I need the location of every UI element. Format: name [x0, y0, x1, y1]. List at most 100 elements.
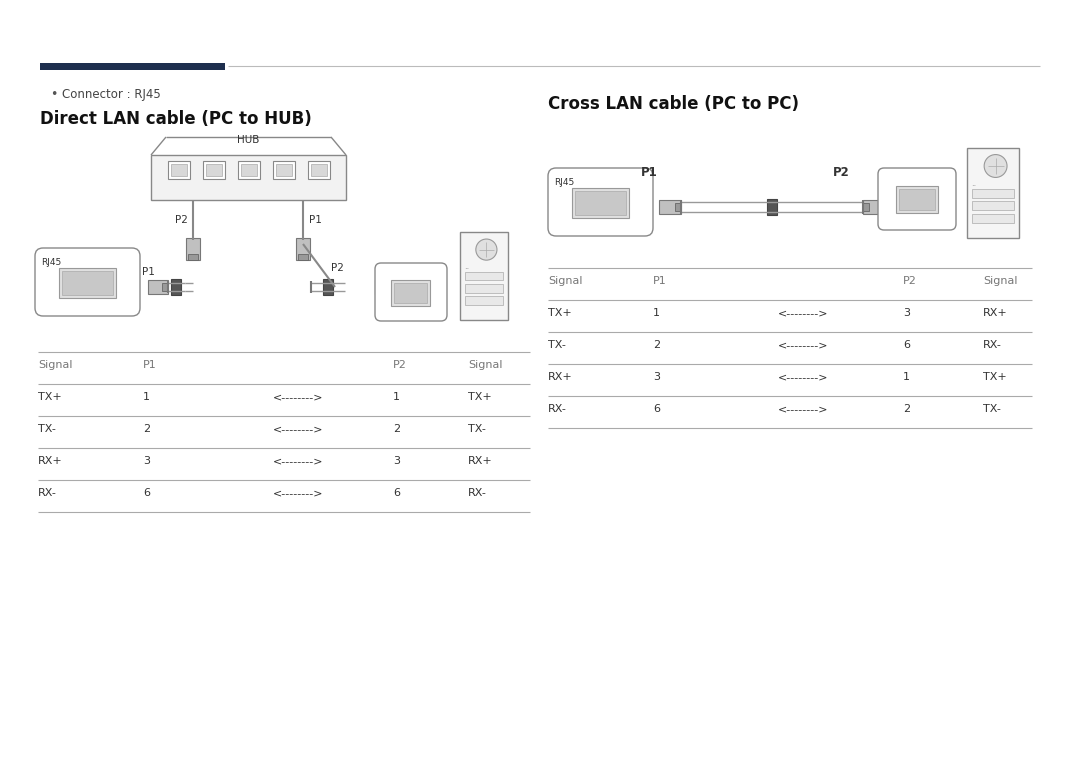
Bar [203, 161, 225, 179]
Bar [62, 271, 113, 295]
Text: 3: 3 [903, 308, 910, 318]
Bar [465, 284, 503, 293]
Bar [323, 279, 333, 295]
Text: 3: 3 [653, 372, 660, 382]
Text: 6: 6 [653, 404, 660, 414]
Bar [171, 164, 187, 176]
Text: <-------->: <--------> [778, 340, 828, 350]
Text: P2: P2 [330, 263, 343, 273]
FancyBboxPatch shape [878, 168, 956, 230]
Bar [767, 199, 777, 215]
Text: ··: ·· [971, 182, 976, 192]
Text: TX+: TX+ [983, 372, 1007, 382]
Bar [272, 161, 295, 179]
FancyBboxPatch shape [548, 168, 653, 236]
Bar [205, 164, 221, 176]
Circle shape [476, 239, 497, 260]
Bar [275, 164, 292, 176]
Text: RX-: RX- [983, 340, 1002, 350]
Text: Cross LAN cable (PC to PC): Cross LAN cable (PC to PC) [548, 95, 799, 113]
FancyBboxPatch shape [35, 248, 140, 316]
Text: TX+: TX+ [468, 392, 491, 402]
Bar [575, 191, 626, 215]
Text: RX+: RX+ [983, 308, 1008, 318]
Text: 6: 6 [903, 340, 910, 350]
Text: RX+: RX+ [468, 456, 492, 466]
Bar [659, 200, 681, 214]
Text: Signal: Signal [983, 276, 1017, 286]
Text: P2: P2 [833, 166, 850, 179]
Bar [899, 189, 935, 210]
Bar [972, 201, 1014, 210]
Text: Direct LAN cable (PC to HUB): Direct LAN cable (PC to HUB) [40, 110, 312, 128]
FancyBboxPatch shape [375, 263, 447, 321]
Text: TX-: TX- [468, 424, 486, 434]
Text: 1: 1 [143, 392, 150, 402]
Bar [863, 200, 885, 214]
Text: <-------->: <--------> [778, 404, 828, 414]
Text: Signal: Signal [38, 360, 72, 370]
Bar [296, 238, 310, 260]
Text: P2: P2 [903, 276, 917, 286]
Text: Signal: Signal [468, 360, 502, 370]
Text: TX-: TX- [983, 404, 1001, 414]
Text: 6: 6 [143, 488, 150, 498]
Text: TX+: TX+ [38, 392, 62, 402]
Text: TX-: TX- [548, 340, 566, 350]
Bar [186, 238, 200, 260]
Text: 6: 6 [393, 488, 400, 498]
Text: RX-: RX- [548, 404, 567, 414]
Text: RX-: RX- [468, 488, 487, 498]
Text: 2: 2 [653, 340, 660, 350]
Text: 1: 1 [903, 372, 910, 382]
Text: <-------->: <--------> [778, 308, 828, 318]
Bar [40, 63, 225, 70]
Bar [167, 161, 189, 179]
Bar [311, 164, 326, 176]
Bar [896, 186, 939, 213]
Bar [171, 279, 181, 295]
Text: RJ45: RJ45 [554, 178, 575, 187]
Text: <-------->: <--------> [778, 372, 828, 382]
Text: 2: 2 [393, 424, 400, 434]
Bar [188, 254, 198, 260]
Bar [460, 232, 508, 320]
Text: Connector : RJ45: Connector : RJ45 [62, 88, 161, 101]
Text: 3: 3 [393, 456, 400, 466]
Text: <-------->: <--------> [273, 488, 324, 498]
Bar [391, 280, 430, 306]
Bar [967, 148, 1020, 238]
Bar [148, 280, 168, 294]
Bar [238, 161, 259, 179]
Text: P1: P1 [141, 267, 154, 277]
Text: Signal: Signal [548, 276, 582, 286]
Bar [59, 268, 116, 298]
Bar [675, 203, 681, 211]
Text: P2: P2 [393, 360, 407, 370]
Bar [972, 214, 1014, 223]
Text: TX+: TX+ [548, 308, 571, 318]
Text: 1: 1 [653, 308, 660, 318]
Text: <-------->: <--------> [273, 424, 324, 434]
Bar [863, 203, 869, 211]
Bar [465, 296, 503, 305]
Circle shape [984, 155, 1007, 178]
Text: RX+: RX+ [548, 372, 572, 382]
Text: 3: 3 [143, 456, 150, 466]
Text: P2: P2 [175, 215, 188, 225]
Bar [308, 161, 329, 179]
Text: HUB: HUB [237, 135, 259, 145]
Bar [972, 188, 1014, 198]
Bar [241, 164, 257, 176]
Text: <-------->: <--------> [273, 392, 324, 402]
Bar [572, 188, 629, 218]
Text: P1: P1 [309, 215, 322, 225]
Bar [375, 280, 395, 294]
Text: 2: 2 [143, 424, 150, 434]
Text: <-------->: <--------> [273, 456, 324, 466]
Text: •: • [50, 88, 57, 101]
Bar [298, 254, 308, 260]
Bar [375, 283, 381, 291]
Text: P1: P1 [143, 360, 157, 370]
Bar [162, 283, 168, 291]
